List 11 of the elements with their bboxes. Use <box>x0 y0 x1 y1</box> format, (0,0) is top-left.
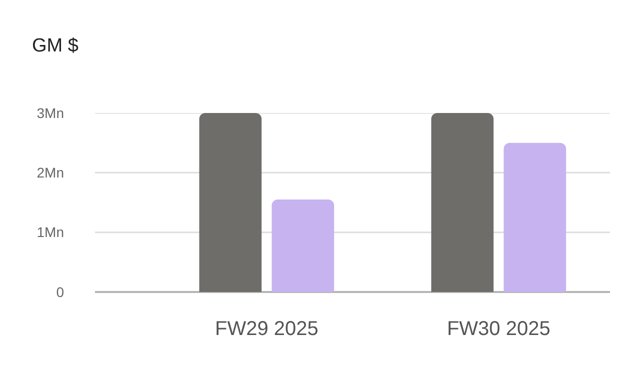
x-tick-label: FW30 2025 <box>446 318 550 340</box>
x-tick-label: FW29 2025 <box>214 318 318 340</box>
chart-title: GM $ <box>32 36 79 57</box>
bar <box>431 113 494 292</box>
y-tick-label: 0 <box>56 284 64 300</box>
bar <box>199 113 262 292</box>
y-tick-label: 1Mn <box>36 224 64 240</box>
y-tick-label: 3Mn <box>36 104 64 121</box>
bar <box>272 200 334 292</box>
y-tick-label: 2Mn <box>36 164 64 181</box>
bar <box>504 142 566 292</box>
